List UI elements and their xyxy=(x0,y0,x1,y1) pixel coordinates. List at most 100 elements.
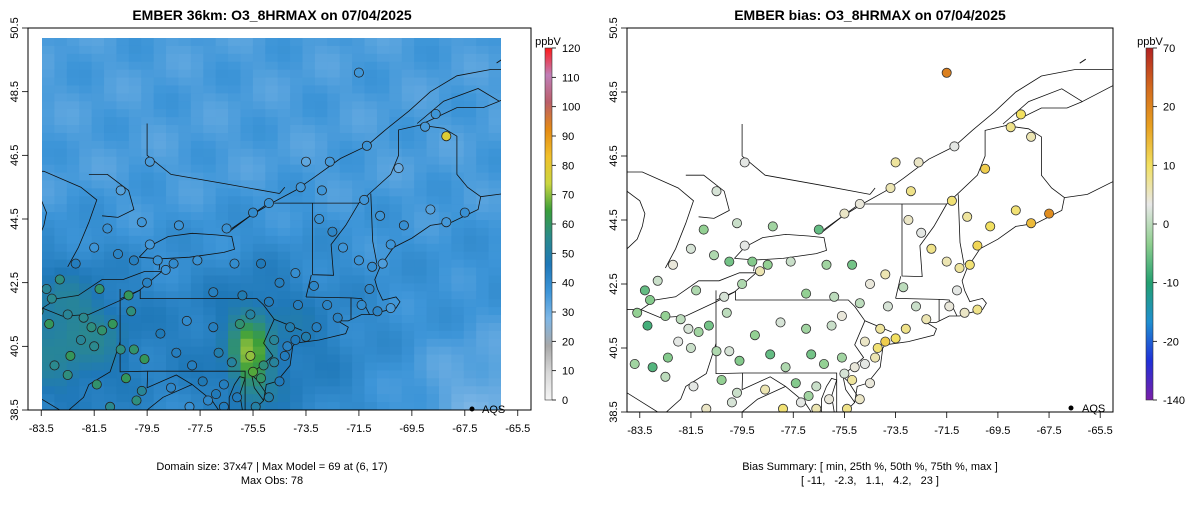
heatmap-cell xyxy=(401,394,415,403)
heatmap-cell xyxy=(302,53,316,63)
heatmap-cell xyxy=(79,61,93,71)
bias-station-marker xyxy=(972,304,983,315)
heatmap-cell xyxy=(339,196,353,205)
heatmap-cell xyxy=(240,204,254,213)
heatmap-cell xyxy=(352,164,366,174)
heatmap-cell xyxy=(389,172,403,182)
heatmap-cell xyxy=(376,283,390,292)
bias-station-marker xyxy=(941,67,952,78)
heatmap-cell xyxy=(438,93,452,102)
heatmap-cell xyxy=(364,386,378,395)
heatmap-cell xyxy=(476,394,490,403)
bias-station-marker xyxy=(673,336,684,347)
heatmap-cell xyxy=(178,204,192,213)
heatmap-cell xyxy=(401,267,415,277)
heatmap-cell xyxy=(451,378,465,387)
heatmap-cell xyxy=(190,370,204,379)
heatmap-cell xyxy=(228,156,242,166)
heatmap-cell xyxy=(42,338,56,348)
heatmap-cell xyxy=(141,69,155,79)
heatmap-cell xyxy=(54,212,68,221)
heatmap-cell xyxy=(401,307,415,316)
heatmap-cell xyxy=(401,164,415,174)
heatmap-cell xyxy=(389,125,403,134)
heatmap-cell xyxy=(302,172,316,182)
heatmap-cell xyxy=(389,330,403,340)
heatmap-cell xyxy=(314,227,328,237)
heatmap-cell xyxy=(302,45,316,55)
heatmap-cell xyxy=(128,227,142,237)
heatmap-cell xyxy=(327,53,341,63)
heatmap-cell xyxy=(42,132,56,142)
heatmap-cell xyxy=(488,45,501,55)
heatmap-cell xyxy=(290,69,304,79)
heatmap-cell xyxy=(66,315,80,324)
heatmap-cell xyxy=(302,85,316,94)
heatmap-cell xyxy=(203,85,217,94)
heatmap-cell xyxy=(203,117,217,126)
heatmap-cell xyxy=(476,140,490,150)
obs-station-marker xyxy=(62,369,73,380)
bias-station-markers xyxy=(629,67,1055,412)
right-basemap-line xyxy=(901,203,948,278)
heatmap-cell xyxy=(215,101,229,110)
heatmap-cell xyxy=(401,362,415,372)
heatmap-cell xyxy=(252,275,266,284)
right-legend: AQS xyxy=(1068,403,1105,415)
heatmap-cell xyxy=(128,132,142,142)
heatmap-cell xyxy=(54,322,68,332)
heatmap-cell xyxy=(203,378,217,387)
heatmap-cell xyxy=(190,346,204,356)
heatmap-cell xyxy=(426,386,440,395)
heatmap-cell xyxy=(476,85,490,94)
heatmap-cell xyxy=(290,196,304,205)
obs-station-marker xyxy=(218,401,229,410)
heatmap-cell xyxy=(240,330,254,340)
heatmap-cell xyxy=(228,188,242,197)
heatmap-cell xyxy=(203,315,217,324)
heatmap-cell xyxy=(203,53,217,63)
heatmap-cell xyxy=(438,235,452,245)
obs-station-marker xyxy=(187,360,198,371)
heatmap-cell xyxy=(414,140,428,150)
heatmap-cell xyxy=(426,101,440,110)
bias-station-marker xyxy=(826,320,837,331)
heatmap-cell xyxy=(228,227,242,237)
heatmap-cell xyxy=(290,322,304,332)
heatmap-cell xyxy=(252,354,266,364)
heatmap-cell xyxy=(463,299,477,308)
heatmap-cell xyxy=(352,77,366,87)
bias-station-marker xyxy=(946,195,957,206)
heatmap-cell xyxy=(265,180,279,189)
heatmap-cell xyxy=(414,212,428,221)
heatmap-cell xyxy=(352,275,366,284)
heatmap-cell xyxy=(290,402,304,410)
heatmap-cell xyxy=(488,180,501,189)
heatmap-cell xyxy=(166,156,180,166)
heatmap-cell xyxy=(389,394,403,403)
heatmap-cell xyxy=(488,132,501,142)
heatmap-cell xyxy=(91,299,105,308)
bias-station-marker xyxy=(711,346,722,357)
heatmap-cell xyxy=(290,330,304,340)
heatmap-cell xyxy=(240,117,254,126)
heatmap-cell xyxy=(327,85,341,94)
bias-station-marker xyxy=(709,250,720,261)
bias-station-marker xyxy=(944,301,955,312)
heatmap-cell xyxy=(463,125,477,134)
heatmap-cell xyxy=(141,227,155,237)
heatmap-cell xyxy=(451,267,465,277)
heatmap-cell xyxy=(228,69,242,79)
heatmap-cell xyxy=(476,101,490,110)
heatmap-cell xyxy=(66,386,80,395)
heatmap-cell xyxy=(451,156,465,166)
heatmap-cell xyxy=(153,275,167,284)
heatmap-cell xyxy=(277,93,291,102)
heatmap-cell xyxy=(488,291,501,300)
heatmap-cell xyxy=(414,148,428,158)
heatmap-cell xyxy=(438,69,452,79)
heatmap-cell xyxy=(54,77,68,87)
heatmap-cell xyxy=(240,164,254,174)
heatmap-cell xyxy=(277,172,291,182)
heatmap-cell xyxy=(66,180,80,189)
